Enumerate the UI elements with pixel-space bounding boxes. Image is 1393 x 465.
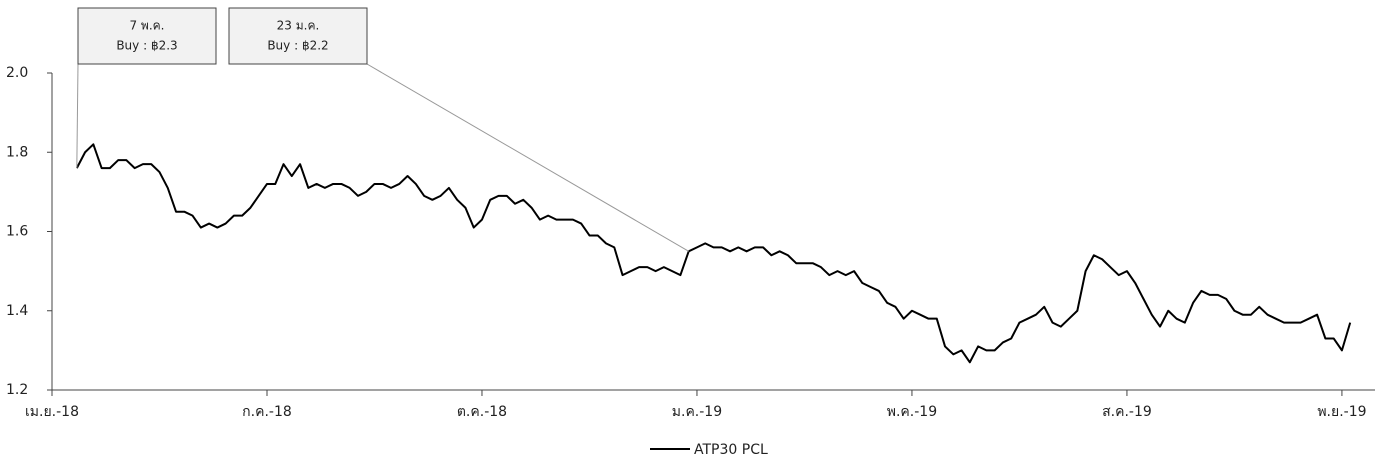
y-tick-label: 1.8 (6, 144, 28, 160)
callout-title: 23 ม.ค. (277, 19, 320, 33)
callout-title: 7 พ.ค. (129, 19, 164, 33)
y-tick-label: 2.0 (6, 65, 28, 81)
y-tick-label: 1.6 (6, 224, 28, 240)
callout-box (77, 7, 217, 65)
legend-label: ATP30 PCL (694, 442, 768, 458)
x-tick-label: พ.ค.-19 (887, 404, 937, 420)
x-tick-label: ม.ค.-19 (672, 404, 722, 420)
y-tick-label: 1.4 (6, 303, 28, 319)
x-tick-label: ก.ค.-18 (242, 404, 292, 420)
callout-text: Buy : ฿2.3 (116, 39, 177, 53)
callout-leader (366, 63, 689, 252)
callout: 23 ม.ค. Buy : ฿2.2 (228, 7, 689, 252)
callout-leader (76, 63, 79, 169)
x-tick-label: พ.ย.-19 (1317, 404, 1366, 420)
data-line (75, 143, 1352, 364)
x-tick-label: ส.ค.-19 (1102, 404, 1152, 420)
y-tick-label: 1.2 (6, 382, 28, 398)
x-tick-label: เม.ย.-18 (25, 404, 79, 420)
callout-text: Buy : ฿2.2 (267, 39, 328, 53)
callout-box (228, 7, 368, 65)
callout: 7 พ.ค. Buy : ฿2.3 (76, 7, 217, 169)
x-tick-label: ต.ค.-18 (457, 404, 507, 420)
